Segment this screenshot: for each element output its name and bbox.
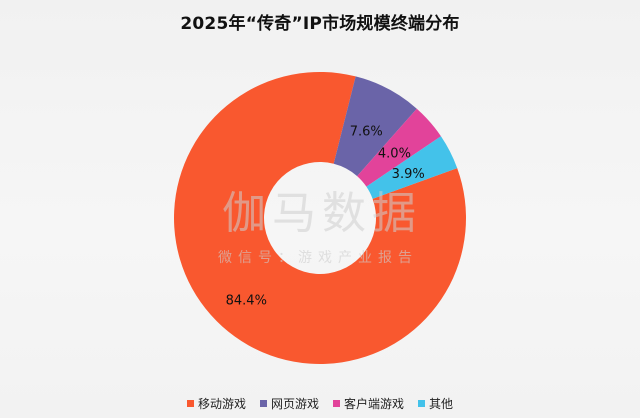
slice-label-4: 3.9% [392,167,425,182]
legend-item-3: 客户端游戏 [333,395,404,412]
legend-swatch [259,400,267,407]
watermark-main: 伽马数据 [222,188,422,239]
chart-title: 2025年“传奇”IP市场规模终端分布 [180,14,460,34]
legend-swatch [333,400,340,407]
slice-3 [357,108,441,187]
slice-label-1: 84.4% [226,294,267,309]
slice-label-2: 7.6% [350,124,383,139]
legend-swatch [418,400,426,407]
legend-item-4: 其他 [418,395,453,412]
slice-1 [174,72,466,365]
legend-label: 客户端游戏 [344,397,405,411]
legend: 移动游戏 网页游戏 客户端游戏 其他 [0,395,640,412]
slice-2 [333,76,417,177]
legend-swatch [186,400,194,407]
legend-label: 移动游戏 [197,397,246,411]
legend-item-1: 移动游戏 [186,395,246,412]
watermark-sub: 微信号：游戏产业报告 [218,250,418,266]
slice-4 [366,136,458,199]
slice-label-3: 4.0% [378,147,411,162]
legend-label: 网页游戏 [270,397,319,411]
legend-item-2: 网页游戏 [259,395,319,412]
legend-label: 其他 [429,397,454,411]
